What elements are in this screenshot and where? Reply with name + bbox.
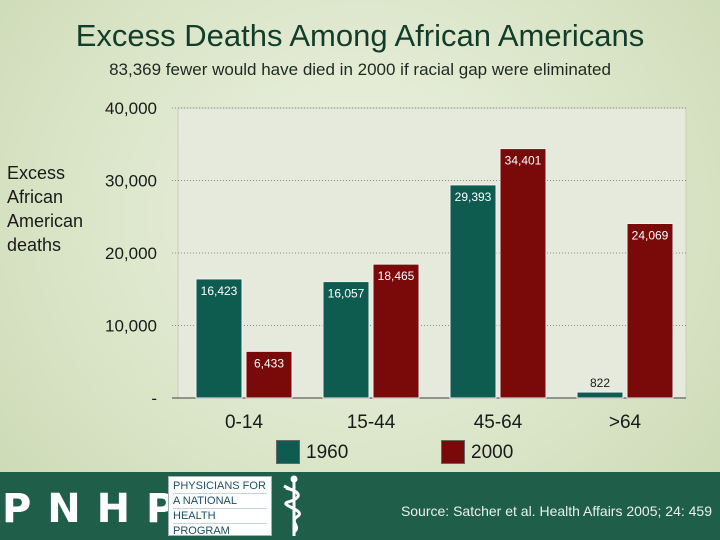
bar-2000-2 — [499, 148, 547, 399]
footer-bar: P N H P PHYSICIANS FOR A NATIONAL HEALTH… — [0, 472, 720, 540]
source-citation: Source: Satcher et al. Health Affairs 20… — [400, 503, 712, 519]
y-tick-label: 40,000 — [105, 99, 157, 118]
x-category-label: >64 — [609, 412, 642, 433]
legend-label-2000: 2000 — [471, 442, 514, 463]
y-axis-label: Excess African American deaths — [7, 161, 97, 257]
y-tick-label: 20,000 — [105, 244, 157, 263]
legend-swatch-1960 — [276, 440, 300, 464]
org-name-line: PHYSICIANS FOR — [173, 480, 267, 494]
caduceus-icon — [283, 475, 301, 536]
legend-swatch-2000 — [441, 440, 465, 464]
bar-2000-3 — [626, 222, 674, 399]
org-name-line: A NATIONAL — [173, 494, 267, 509]
x-category-label: 15-44 — [347, 412, 396, 433]
bar-1960-3 — [576, 391, 624, 399]
x-category-label: 45-64 — [474, 412, 523, 433]
org-name-box: PHYSICIANS FOR A NATIONAL HEALTH PROGRAM — [168, 476, 272, 537]
bar-1960-1 — [322, 281, 370, 399]
pnhp-logo: P N H P — [2, 486, 177, 532]
y-tick-label: 10,000 — [105, 317, 157, 336]
bar-value-label: 822 — [590, 376, 610, 390]
y-axis-label-line: deaths — [7, 235, 62, 255]
org-name-line: PROGRAM — [173, 525, 230, 537]
page-title: Excess Deaths Among African Americans — [75, 18, 645, 53]
bar-value-label: 6,433 — [254, 356, 284, 370]
page-subtitle: 83,369 fewer would have died in 2000 if … — [109, 60, 611, 79]
bar-value-label: 16,057 — [328, 287, 365, 301]
y-axis-label-line: Excess — [7, 163, 66, 183]
y-tick-label: - — [151, 389, 157, 408]
legend-label-1960: 1960 — [306, 442, 349, 463]
bar-1960-0 — [195, 278, 243, 399]
bar-value-label: 18,465 — [378, 269, 415, 283]
bar-chart: - 10,000 20,000 30,000 40,000 16,423 16,057 29,… — [105, 99, 687, 433]
bar-value-label: 16,423 — [201, 284, 238, 298]
bar-1960-2 — [449, 184, 497, 399]
x-category-label: 0-14 — [225, 412, 263, 433]
bar-2000-1 — [372, 263, 420, 399]
y-axis-label-line: American — [7, 211, 84, 231]
bar-value-label: 24,069 — [632, 228, 669, 242]
bar-value-label: 34,401 — [505, 154, 542, 168]
y-tick-label: 30,000 — [105, 172, 157, 191]
org-name-line: HEALTH — [173, 509, 267, 524]
bar-2000-0 — [245, 350, 293, 399]
bar-value-label: 29,393 — [455, 190, 492, 204]
y-axis-label-line: African — [7, 187, 64, 207]
